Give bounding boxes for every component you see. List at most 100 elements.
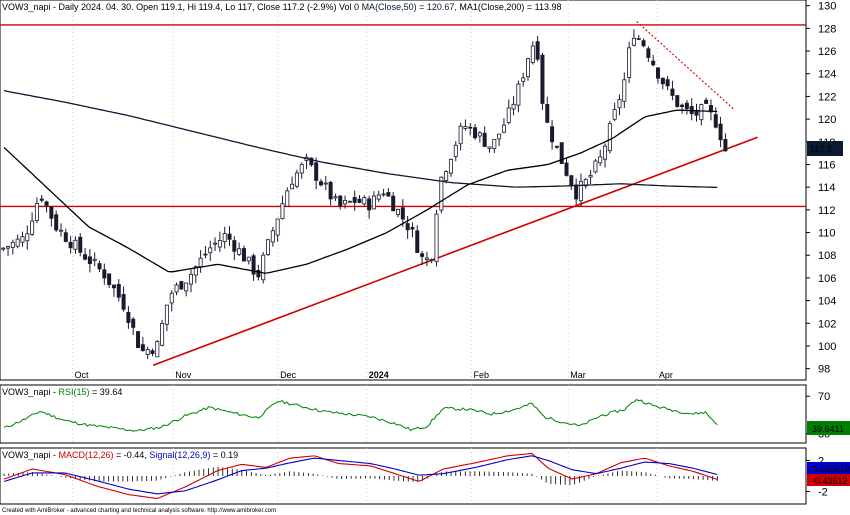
candle-body — [299, 164, 304, 174]
candle-body — [511, 103, 516, 110]
candle-body — [294, 172, 299, 187]
candle-body — [256, 270, 261, 278]
candle-body — [622, 79, 627, 102]
candle-body — [343, 199, 348, 205]
last-price-value: 117.2 — [810, 144, 832, 154]
candle-body — [545, 103, 550, 123]
candle-body — [111, 284, 116, 289]
price-ytick-label: 112 — [818, 205, 836, 217]
candle-body — [660, 77, 665, 85]
candle-body — [362, 197, 367, 205]
candle-body — [675, 95, 680, 107]
candle-body — [323, 182, 328, 185]
candle-body — [184, 282, 189, 292]
candle-body — [463, 126, 468, 129]
candle-body — [1, 247, 6, 250]
candle-body — [92, 258, 97, 261]
ma200-line — [3, 109, 718, 274]
candle-body — [680, 104, 685, 107]
candle-body — [670, 88, 675, 96]
candle-body — [357, 198, 362, 203]
rsi-header-value: = 39.64 — [90, 387, 123, 397]
candle-body — [453, 144, 458, 157]
candle-body — [107, 273, 112, 285]
rsi-value: 39.6411 — [812, 424, 844, 434]
price-ytick-label: 124 — [818, 69, 836, 81]
candle-body — [554, 145, 559, 148]
candle-body — [97, 263, 102, 270]
candle-body — [583, 178, 588, 187]
macd-ytick-label: 2 — [818, 455, 824, 467]
candle-body — [246, 256, 251, 262]
month-label: Mar — [570, 370, 586, 380]
candle-body — [328, 181, 333, 200]
candle-body — [713, 114, 718, 128]
footer-credit: Created with AmiBroker - advanced charti… — [2, 508, 276, 514]
candle-body — [487, 146, 492, 149]
price-ytick-label: 130 — [818, 1, 836, 13]
candle-body — [30, 220, 35, 235]
price-ytick-label: 104 — [818, 296, 836, 308]
price-ytick-label: 106 — [818, 273, 836, 285]
candle-body — [607, 123, 612, 152]
candle-body — [381, 193, 386, 196]
candle-body — [280, 203, 285, 219]
rsi-line — [3, 398, 718, 432]
candle-body — [526, 58, 531, 78]
candle-body — [73, 239, 78, 250]
price-panel: 9810010210410610811011211411611812012212… — [0, 0, 843, 381]
candle-body — [439, 176, 444, 211]
rsi-value-box — [807, 421, 850, 435]
candle-body — [424, 257, 429, 261]
macd-header-func: MACD(12,26) — [59, 450, 114, 460]
candle-body — [68, 241, 73, 249]
candle-body — [636, 37, 641, 40]
candle-body — [270, 230, 275, 243]
candle-body — [458, 125, 463, 145]
candle-body — [410, 227, 415, 230]
candle-body — [63, 232, 68, 242]
last-price-box — [807, 141, 843, 156]
candle-body — [174, 284, 179, 293]
price-header-info: - Daily 2024. 04. 30. Open 119.1, Hi 119… — [51, 2, 362, 12]
candle-body — [140, 344, 145, 351]
candle-body — [574, 184, 579, 200]
candle-body — [116, 284, 121, 298]
candle-body — [275, 218, 280, 236]
candle-body — [699, 104, 704, 121]
price-ytick-label: 122 — [818, 91, 836, 103]
price-ytick-label: 114 — [818, 182, 836, 194]
ma50-line — [3, 90, 718, 189]
macd-header: VOW3_napi - MACD(12,26) = -0.44, Signal(… — [2, 450, 238, 460]
candle-body — [396, 208, 401, 215]
candle-body — [131, 318, 136, 328]
candle-body — [87, 256, 92, 265]
candle-body — [83, 254, 88, 260]
candle-body — [400, 207, 405, 220]
candle-body — [651, 60, 656, 66]
candle-body — [232, 240, 237, 252]
candle-body — [535, 41, 540, 60]
candle-body — [646, 48, 651, 58]
price-ytick-label: 98 — [818, 364, 830, 376]
rsi-header-func: RSI(15) — [59, 387, 90, 397]
candle-body — [627, 47, 632, 78]
price-ytick-label: 126 — [818, 46, 836, 58]
month-label: Apr — [659, 370, 673, 380]
macd-value: -0.43612 — [812, 476, 848, 486]
candle-body — [164, 304, 169, 325]
candle-body — [444, 171, 449, 181]
candle-body — [391, 195, 396, 212]
candle-body — [684, 102, 689, 110]
candle-body — [6, 246, 11, 249]
candle-body — [569, 175, 574, 186]
price-ytick-label: 128 — [818, 23, 836, 35]
candle-body — [155, 341, 160, 358]
candle-body — [251, 255, 256, 275]
candle-body — [285, 190, 290, 207]
candle-body — [266, 239, 271, 255]
signal-value: 0.190978 — [812, 464, 850, 474]
candle-body — [376, 194, 381, 200]
rsi-panel: 3070 VOW3_napi - RSI(15) = 39.64 39.6411 — [0, 384, 850, 444]
